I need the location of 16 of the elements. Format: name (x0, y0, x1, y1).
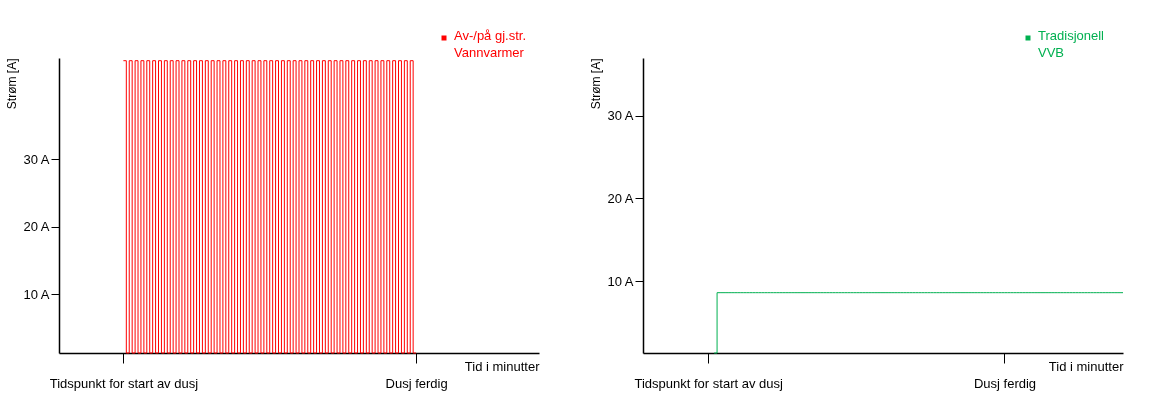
legend-label: Av-/på gj.str. Vannvarmer (454, 28, 527, 60)
x-axis-title: Tid i minutter (464, 358, 541, 374)
y-tick-label: 30 A (607, 108, 634, 124)
x-tick-label: Dusj ferdig (973, 375, 1037, 391)
y-tick-label: 20 A (23, 219, 50, 235)
y-tick-label: 10 A (607, 273, 634, 289)
x-tick-label: Tidspunkt for start av dusj (49, 375, 199, 391)
y-axis-title: Strøm [A] (4, 58, 19, 110)
x-axis-title: Tid i minutter (1048, 358, 1125, 374)
y-tick-label: 30 A (23, 151, 50, 167)
x-tick-label: Dusj ferdig (385, 375, 448, 391)
y-tick-label: 20 A (607, 190, 634, 206)
legend-label: Tradisjonell VVB (1038, 28, 1105, 60)
y-axis-title: Strøm [A] (588, 58, 603, 110)
x-tick-label: Tidspunkt for start av dusj (634, 375, 783, 391)
y-tick-label: 10 A (23, 286, 50, 302)
